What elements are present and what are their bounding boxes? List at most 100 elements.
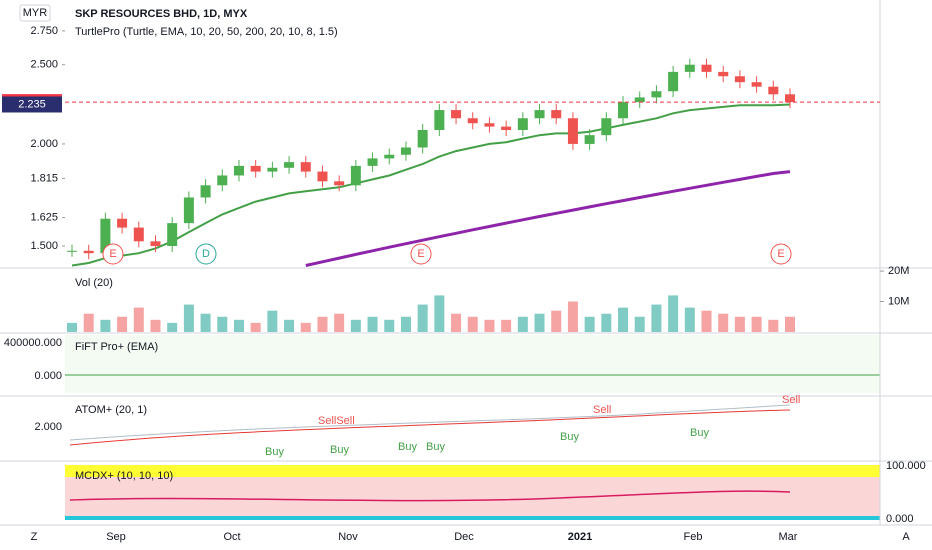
- volume-bar: [350, 319, 361, 332]
- volume-bar: [634, 316, 645, 332]
- volume-bar: [734, 316, 745, 332]
- atom-band: [69, 404, 791, 441]
- price-tag-label: 2.235: [18, 98, 46, 110]
- volume-bar: [300, 322, 311, 332]
- volume-bar: [400, 316, 411, 332]
- candle-body: [200, 185, 211, 198]
- signal-circle: [410, 243, 432, 265]
- volume-bar: [751, 316, 762, 332]
- candle-body: [534, 110, 545, 119]
- volume-bar: [284, 319, 295, 332]
- y-tick-label: 2.500: [30, 59, 58, 71]
- candle-body: [83, 250, 94, 254]
- time-label: Sep: [106, 531, 126, 543]
- volume-bar: [601, 313, 612, 332]
- auto-scale-button[interactable]: A: [902, 531, 910, 543]
- volume-bar: [417, 304, 428, 332]
- mcdx-tick: 0.000: [886, 513, 914, 525]
- scroll-button[interactable]: Z: [31, 531, 38, 543]
- candle-body: [183, 197, 194, 224]
- time-label: Oct: [223, 531, 240, 543]
- volume-bar: [768, 319, 779, 332]
- candle-body: [233, 165, 244, 176]
- volume-bar: [684, 307, 695, 332]
- volume-bar: [501, 319, 512, 332]
- volume-bar: [534, 313, 545, 332]
- candle-body: [150, 241, 161, 247]
- signal-label: E: [417, 248, 424, 260]
- fift-title: FiFT Pro+ (EMA): [75, 341, 158, 353]
- candle-body: [701, 64, 712, 72]
- candle-body: [300, 162, 311, 172]
- currency[interactable]: MYR: [23, 7, 48, 19]
- buy-label: Buy: [265, 446, 284, 458]
- volume-bar: [250, 322, 261, 332]
- volume-bar: [367, 316, 378, 332]
- signal-label: D: [202, 248, 210, 260]
- sell-label: Sell: [782, 394, 800, 406]
- signal-circle: [102, 243, 124, 265]
- volume-bar: [484, 319, 495, 332]
- candle-body: [751, 82, 762, 87]
- y-tick-label: 2.000: [30, 138, 58, 150]
- volume-bar: [567, 301, 578, 332]
- candle-body: [601, 118, 612, 136]
- volume-bar: [133, 307, 144, 332]
- volume-bar: [167, 322, 178, 332]
- buy-label: Buy: [560, 431, 579, 443]
- candle-body: [517, 118, 528, 131]
- candle-body: [467, 118, 478, 124]
- volume-title: Vol (20): [75, 277, 113, 289]
- volume-bar: [183, 304, 194, 332]
- volume-bar: [217, 316, 228, 332]
- candle-body: [250, 165, 261, 172]
- fift-tick: 400000.000: [4, 337, 62, 349]
- signal-label: E: [109, 248, 116, 260]
- y-tick-label: 1.625: [30, 212, 58, 224]
- volume-bar: [701, 310, 712, 332]
- sell-label: SellSell: [318, 415, 355, 427]
- volume-bar: [651, 304, 662, 332]
- candle-body: [167, 223, 178, 247]
- candle-body: [768, 86, 779, 95]
- volume-bar: [200, 313, 211, 332]
- atom-tick: 2.000: [34, 421, 62, 433]
- candle-body: [734, 76, 745, 83]
- signal-circle: [770, 243, 792, 265]
- volume-bar: [233, 319, 244, 332]
- candle-body: [267, 167, 278, 172]
- candle-body: [400, 147, 411, 155]
- y-tick-label: 2.750: [30, 25, 58, 37]
- y-tick-label: 1.815: [30, 172, 58, 184]
- mcdx-yellow: [65, 465, 880, 477]
- candle-body: [117, 218, 128, 228]
- volume-bar: [434, 295, 445, 332]
- currency-box[interactable]: [19, 4, 51, 22]
- price-tag: [2, 96, 62, 113]
- candle-body: [684, 64, 695, 72]
- volume-bar: [67, 322, 77, 332]
- candle-body: [551, 110, 562, 119]
- candle-body: [367, 158, 378, 166]
- volume-bar: [100, 319, 111, 332]
- mcdx-title: MCDX+ (10, 10, 10): [75, 470, 173, 482]
- fift-tick: 0.000: [34, 370, 62, 382]
- volume-bar: [384, 319, 395, 332]
- volume-bar: [517, 316, 528, 332]
- candle-body: [317, 171, 328, 182]
- volume-bar: [668, 295, 679, 332]
- candle-body: [718, 71, 729, 77]
- buy-label: Buy: [426, 441, 445, 453]
- candle-body: [133, 227, 144, 242]
- volume-bar: [334, 313, 345, 332]
- buy-label: Buy: [330, 444, 349, 456]
- candle-body: [634, 97, 645, 103]
- candle-body: [434, 110, 445, 131]
- time-label: Dec: [454, 531, 474, 543]
- indicator-title: TurtlePro (Turtle, EMA, 10, 20, 50, 200,…: [75, 26, 338, 38]
- candle-body: [567, 118, 578, 144]
- candle-body: [334, 181, 345, 186]
- volume-bar: [785, 316, 795, 332]
- candle-body: [417, 130, 428, 148]
